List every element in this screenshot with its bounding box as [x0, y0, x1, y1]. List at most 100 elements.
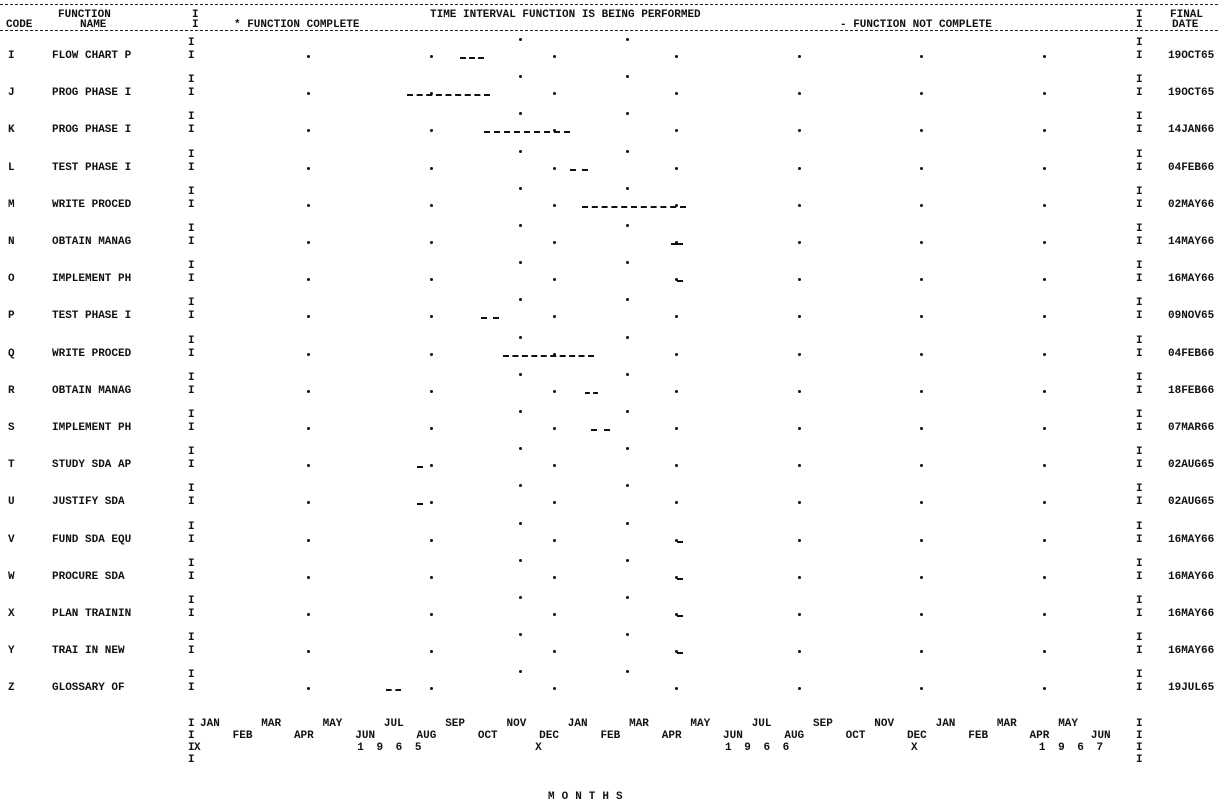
x-tick-label: APR [1029, 730, 1050, 743]
row-right-separator: I [1136, 148, 1143, 161]
grid-dot [1042, 203, 1046, 207]
grid-dot [1042, 55, 1046, 58]
grid-dot [552, 315, 556, 319]
grid-dot [675, 278, 679, 282]
x-axis-label: MONTHS [548, 791, 630, 803]
grid-dot [626, 633, 630, 637]
grid-dot [797, 464, 801, 468]
row-right-separator: I [1136, 608, 1143, 620]
grid-dot [307, 315, 311, 319]
grid-dot [518, 186, 522, 190]
row-final-date: 16MAY66 [1168, 608, 1215, 620]
grid-dot [675, 92, 679, 96]
grid-dot [307, 92, 311, 96]
grid-dot [552, 389, 556, 393]
axis-left-separator: I [188, 754, 195, 767]
row-left-separator: I [188, 310, 195, 323]
x-tick-label: FEB [600, 730, 621, 743]
grid-dot [797, 129, 801, 133]
row-final-date: 09NOV65 [1168, 310, 1215, 323]
row-code: U [8, 496, 15, 509]
row-final-date: 14MAY66 [1168, 236, 1215, 248]
row-left-separator: I [188, 409, 195, 421]
row-right-separator: I [1136, 459, 1143, 472]
row-final-date: 04FEB66 [1168, 161, 1215, 174]
x-tick-label: OCT [477, 730, 498, 743]
grid-dot [675, 203, 679, 207]
grid-dot [552, 352, 556, 356]
row-right-separator: I [1136, 297, 1143, 310]
grid-dot [626, 521, 630, 525]
date-header-label: DATE [1172, 19, 1199, 31]
row-final-date: 19OCT65 [1168, 50, 1215, 62]
row-left-separator: I [188, 87, 195, 100]
grid-dot [429, 389, 433, 393]
grid-dot [307, 538, 311, 542]
row-code: S [8, 422, 15, 434]
grid-dot [1042, 613, 1046, 616]
row-name: OBTAIN MANAG [52, 236, 132, 248]
task-bar [677, 577, 684, 580]
grid-dot [920, 55, 924, 58]
row-left-separator: I [188, 384, 195, 397]
task-bar [569, 168, 589, 171]
grid-dot [518, 75, 522, 79]
row-right-separator: I [1136, 409, 1143, 421]
grid-dot [552, 687, 556, 691]
axis-left-separator: I [188, 718, 195, 731]
grid-dot [920, 575, 924, 579]
grid-dot [626, 670, 630, 674]
grid-dot [1042, 129, 1046, 133]
axis-left-separator: I [188, 730, 195, 743]
grid-dot [518, 521, 522, 525]
row-left-separator: I [188, 557, 195, 570]
grid-dot [1042, 427, 1046, 430]
x-tick-label: JUL [751, 718, 772, 731]
grid-dot [920, 501, 924, 505]
grid-dot [920, 241, 924, 244]
grid-dot [675, 55, 679, 58]
grid-dot [675, 241, 679, 244]
grid-dot [920, 464, 924, 468]
grid-dot [920, 650, 924, 654]
grid-dot [1042, 650, 1046, 654]
row-right-separator: I [1136, 236, 1143, 248]
grid-dot [1042, 166, 1046, 170]
grid-dot [675, 129, 679, 133]
row-name: JUSTIFY SDA [52, 496, 125, 509]
row-final-date: 16MAY66 [1168, 645, 1215, 658]
grid-dot [429, 613, 433, 616]
row-right-separator: I [1136, 273, 1143, 286]
task-bar [502, 354, 595, 357]
row-left-separator: I [188, 223, 195, 235]
x-tick-label: MAR [629, 718, 649, 731]
grid-dot [552, 166, 556, 170]
grid-dot [429, 427, 433, 430]
x-tick-label: MAR [996, 718, 1017, 731]
code-header-label: CODE [6, 19, 33, 31]
row-left-separator: I [188, 198, 195, 211]
grid-dot [920, 278, 924, 282]
row-left-separator: I [188, 446, 195, 459]
x-tick-label: JUL [383, 718, 404, 731]
grid-dot [552, 613, 556, 616]
grid-dot [920, 352, 924, 356]
row-name: GLOSSARY OF [52, 682, 125, 695]
grid-dot [626, 224, 630, 227]
grid-dot [675, 687, 679, 691]
grid-dot [797, 538, 801, 542]
grid-dot [307, 464, 311, 468]
grid-dot [429, 166, 433, 170]
x-tick-label: DEC [906, 730, 927, 743]
row-final-date: 02MAY66 [1168, 198, 1215, 211]
grid-dot [429, 538, 433, 542]
task-bar [591, 429, 610, 431]
grid-dot [307, 575, 311, 579]
x-tick-label: AUG [784, 730, 805, 743]
task-bar [407, 94, 491, 97]
row-right-separator: I [1136, 632, 1143, 645]
task-bar [677, 652, 684, 655]
row-left-separator: I [188, 37, 195, 49]
x-tick-label: MAR [261, 718, 282, 731]
grid-dot [429, 92, 433, 96]
